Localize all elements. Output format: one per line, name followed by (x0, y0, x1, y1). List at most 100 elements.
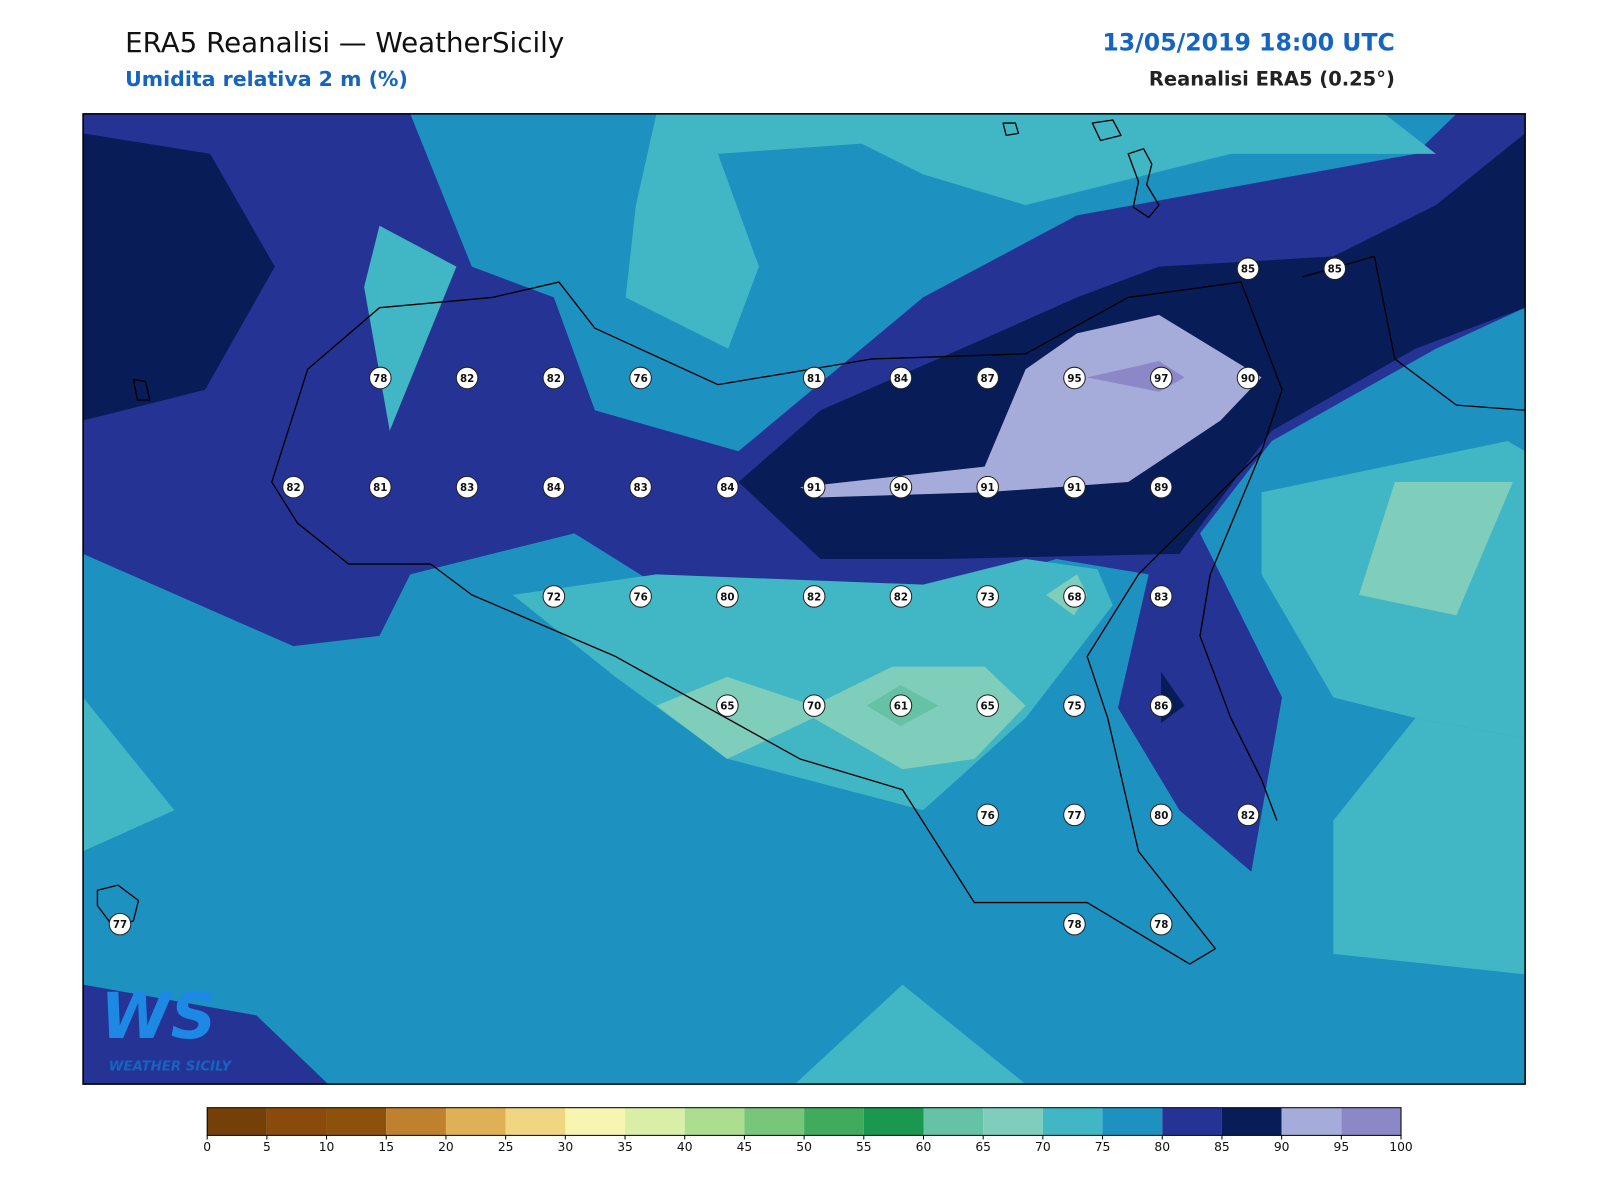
contour (83, 133, 275, 421)
station-marker (369, 475, 392, 499)
colorbar-segment (923, 1107, 984, 1136)
colorbar-segment (445, 1107, 506, 1136)
humidity-field (83, 113, 1526, 1085)
station-marker (976, 585, 999, 608)
station-value: 68 (1067, 591, 1081, 603)
colorbar-tick-label: 0 (203, 1140, 211, 1154)
station-value: 83 (633, 482, 647, 494)
colorbar-tick-label: 95 (1334, 1140, 1350, 1154)
station-marker (889, 585, 913, 608)
colorbar-tick-label: 20 (438, 1140, 454, 1154)
station-marker (1149, 366, 1173, 390)
colorbar-tick-label: 30 (558, 1140, 574, 1154)
logo: WS WEATHER SICILY (101, 979, 233, 1075)
station-marker (542, 585, 566, 608)
station-marker (1063, 803, 1086, 827)
station-value: 85 (1328, 264, 1342, 276)
colorbar-tick-label: 15 (378, 1140, 394, 1154)
station-marker (1063, 366, 1086, 390)
station-marker (1236, 366, 1260, 390)
contour (83, 697, 175, 852)
colorbar-segment (1162, 1107, 1222, 1136)
station-marker (1063, 475, 1086, 499)
station-value: 90 (1241, 373, 1255, 385)
station-marker (542, 475, 566, 499)
datetime: 13/05/2019 18:00 UTC (1102, 29, 1394, 57)
colorbar-tick-label: 70 (1035, 1140, 1051, 1154)
station-marker (802, 366, 826, 390)
logo-name: WEATHER SICILY (109, 1060, 233, 1075)
station-value: 80 (1154, 810, 1168, 822)
station-value: 80 (720, 591, 734, 603)
station-marker (1236, 803, 1260, 827)
station-marker (889, 366, 913, 390)
station-marker (1063, 912, 1086, 936)
station-marker (802, 475, 826, 499)
station-value: 76 (633, 591, 647, 603)
colorbar-segment (266, 1107, 327, 1136)
station-value: 84 (547, 482, 561, 494)
colorbar-tick-label: 5 (263, 1140, 271, 1154)
source: Reanalisi ERA5 (0.25°) (1149, 68, 1395, 91)
station-value: 91 (1067, 482, 1081, 494)
colorbar-tick-label: 65 (975, 1140, 991, 1154)
colorbar-segment (1221, 1107, 1282, 1136)
station-marker (455, 366, 479, 390)
station-marker (1063, 694, 1086, 717)
station-value: 65 (981, 701, 995, 713)
coastline (1199, 255, 1526, 821)
station-value: 95 (1067, 373, 1081, 385)
colorbar-segment (386, 1107, 446, 1136)
subtitle: Umidita relativa 2 m (%) (125, 67, 408, 91)
contour (625, 113, 1436, 349)
station-value: 86 (1154, 701, 1168, 713)
station-value: 78 (1067, 919, 1081, 931)
station-value: 82 (1241, 810, 1255, 822)
colorbar-tick-label: 80 (1154, 1140, 1170, 1154)
contour (800, 314, 1262, 498)
station-value: 61 (894, 701, 908, 713)
colorbar-tick-label: 40 (677, 1140, 693, 1154)
station-marker (1236, 257, 1260, 280)
station-marker (629, 585, 652, 608)
station-value: 82 (286, 482, 300, 494)
station-marker (716, 475, 739, 499)
station-marker (716, 585, 739, 608)
station-value: 90 (894, 482, 908, 494)
station-value: 78 (373, 373, 387, 385)
colorbar-tick-label: 90 (1274, 1140, 1290, 1154)
station-marker (1149, 585, 1173, 608)
station-value: 87 (981, 373, 995, 385)
station-value: 82 (460, 373, 474, 385)
title: ERA5 Reanalisi — WeatherSicily (125, 26, 564, 59)
contour (1333, 717, 1526, 975)
colorbar-segment (1281, 1107, 1342, 1136)
colorbar-tick-label: 35 (617, 1140, 633, 1154)
station-marker (369, 366, 392, 390)
colorbar-segment (684, 1107, 745, 1136)
station-marker (629, 366, 652, 390)
station-marker (716, 694, 739, 717)
station-value: 83 (1154, 591, 1168, 603)
station-marker (629, 475, 652, 499)
colorbar-tick-label: 85 (1214, 1140, 1230, 1154)
station-value: 85 (1241, 264, 1255, 276)
station-marker (889, 475, 913, 499)
station-marker (976, 803, 999, 827)
station-value: 77 (1067, 810, 1081, 822)
colorbar-segment (983, 1107, 1043, 1136)
colorbar-segment (1042, 1107, 1103, 1136)
station-value: 97 (1154, 373, 1168, 385)
station-marker (1149, 475, 1173, 499)
station-marker (1323, 257, 1347, 280)
station-marker (282, 475, 305, 499)
station-value: 84 (720, 482, 734, 494)
station-marker (889, 694, 913, 717)
station-value: 81 (807, 373, 821, 385)
colorbar-segment (804, 1107, 864, 1136)
colorbar-segment (1341, 1107, 1402, 1136)
colorbar-segment (744, 1107, 805, 1136)
colorbar-segment (625, 1107, 685, 1136)
colorbar-tick-label: 100 (1389, 1140, 1412, 1154)
